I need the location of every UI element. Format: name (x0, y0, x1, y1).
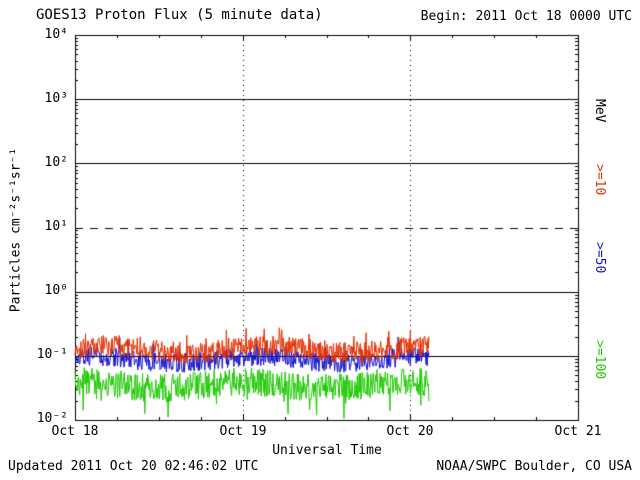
y-tick-label: 10³ (44, 91, 68, 106)
x-tick-label: Oct 20 (386, 424, 434, 439)
y-tick-label: 10² (44, 155, 68, 170)
series-label-ge50: >=50 (592, 242, 607, 274)
series-label-ge10: >=10 (592, 164, 607, 196)
y-tick-label: 10¹ (44, 219, 68, 234)
chart-title: GOES13 Proton Flux (5 minute data) (36, 7, 323, 23)
x-tick-label: Oct 19 (219, 424, 267, 439)
series-label-ge100: >=100 (592, 340, 607, 380)
y-tick-label: 10⁻² (36, 411, 68, 426)
mev-unit-label: MeV (592, 99, 607, 123)
y-tick-label: 10⁻¹ (36, 347, 68, 362)
x-tick-label: Oct 18 (51, 424, 99, 439)
y-tick-label: 10⁴ (44, 27, 68, 42)
y-axis-label: Particles cm⁻²s⁻¹sr⁻¹ (8, 147, 24, 313)
updated-timestamp: Updated 2011 Oct 20 02:46:02 UTC (8, 459, 259, 474)
x-axis-label: Universal Time (272, 443, 382, 458)
begin-timestamp: Begin: 2011 Oct 18 0000 UTC (420, 9, 632, 24)
credit-text: NOAA/SWPC Boulder, CO USA (436, 459, 632, 474)
y-tick-label: 10⁰ (44, 283, 68, 298)
x-tick-label: Oct 21 (554, 424, 602, 439)
